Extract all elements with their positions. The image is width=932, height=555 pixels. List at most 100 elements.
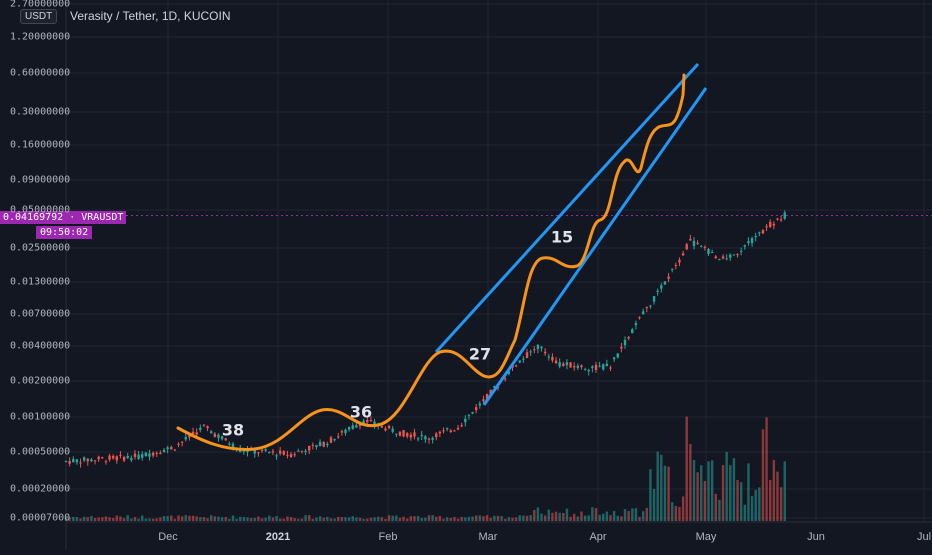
candle-body [300,450,304,452]
candle-body [351,425,354,429]
candle-body [151,452,155,456]
candle-body [504,378,507,380]
candle-body [507,371,511,375]
candle-body [253,449,256,454]
volume-bar [602,513,605,521]
candle-body [438,431,442,434]
volume-bar [663,465,667,521]
volume-bar [351,516,354,521]
volume-bar [453,517,456,521]
candle-body [242,451,246,453]
candle-body [402,430,405,437]
candle-body [344,429,347,434]
y-tick-label: 0.05000000 [10,204,71,216]
volume-bar [413,516,416,521]
y-tick-label: 2.70000000 [10,0,71,10]
candle-body [329,437,333,443]
volume-bar [366,518,369,521]
volume-bar [213,516,217,521]
volume-bar [467,516,471,521]
candle-body [641,311,645,315]
volume-bar [358,517,362,521]
candle-body [304,450,307,453]
candle-body [562,363,565,367]
candle-body [471,412,474,414]
candle-body [558,362,561,367]
volume-bar [126,515,129,521]
volume-bar [725,451,728,521]
candle-body [133,453,137,457]
trend-curve [176,73,686,451]
candle-body [101,457,104,459]
channel-lower-line [482,87,708,406]
candle-body [413,432,416,437]
volume-bar [402,516,405,521]
candle-body [75,459,79,463]
volume-bar [271,517,275,521]
chart-title: Verasity / Tether, 1D, KUCOIN [70,9,231,23]
candle-body [474,407,478,411]
candle-body [649,305,652,307]
volume-bar [435,516,438,521]
volume-bar [384,518,387,521]
x-tick-label: Jun [807,531,825,543]
volume-bar [162,515,166,521]
volume-bar [115,515,119,521]
volume-bar [300,518,304,521]
volume-bar [420,518,423,521]
candle-body [565,362,569,366]
candle-body [358,424,362,427]
volume-bar [776,471,779,521]
volume-bar [750,496,754,521]
candle-body [547,356,550,358]
volume-bar [641,511,645,521]
candle-body [275,455,278,457]
volume-bar [620,516,623,521]
candle-body [761,230,765,234]
candle-body [257,452,260,454]
x-tick-label: Dec [158,531,178,543]
candle-body [529,351,532,353]
candle-body [355,425,358,428]
volume-bar [478,515,482,521]
volume-bar [609,515,612,521]
volume-bar [253,517,256,521]
y-tick-label: 0.00020000 [10,483,71,495]
volume-bar [427,515,431,521]
volume-bar [529,515,532,521]
candle-body [591,366,594,368]
volume-bar [195,516,198,521]
candle-body [260,449,264,451]
candle-body [522,358,525,360]
volume-bar [224,517,227,521]
candle-body [206,426,209,429]
candle-body [772,223,776,226]
candle-body [64,460,68,462]
candle-body [729,254,732,258]
volume-bar [696,472,699,521]
candle-body [736,254,739,256]
volume-bar [398,517,402,521]
volume-bar [391,515,394,521]
volume-bar [685,416,688,521]
currency-unit-badge[interactable]: USDT [20,9,58,24]
candle-body [148,453,151,457]
candle-body [308,445,311,451]
volume-bar [173,518,177,521]
volume-bar [424,517,427,521]
volume-bar [64,517,68,521]
volume-bar [202,517,206,521]
candle-body [453,430,456,432]
volume-bar [489,517,492,521]
y-tick-label: 0.00007000 [10,512,71,524]
x-tick-label: May [695,531,717,543]
volume-bar [743,504,747,521]
candle-body [627,336,630,339]
volume-bar [504,518,507,521]
volume-bar [304,515,307,521]
volume-bar [565,508,569,521]
volume-bar [119,516,122,521]
volume-bar [449,518,452,521]
